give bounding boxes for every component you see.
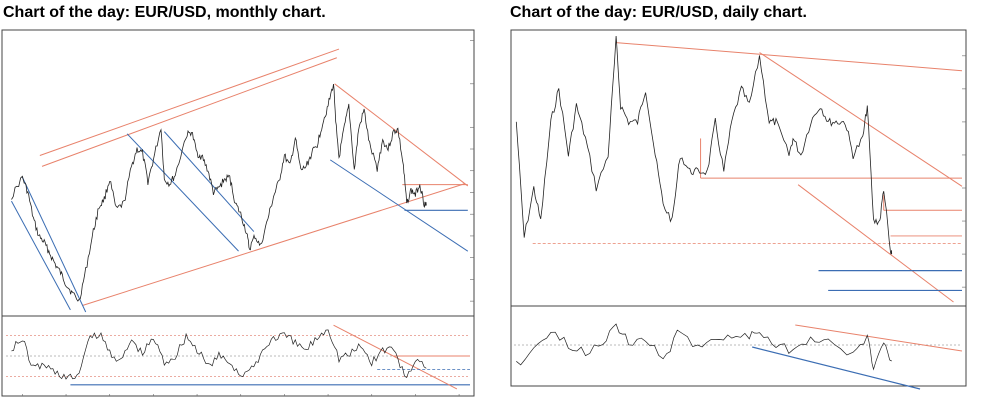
monthly-price-panel (1, 29, 475, 317)
blue-channel-1980-lower (11, 200, 71, 311)
daily-price-panel (510, 29, 967, 307)
monthly-price-line (11, 84, 427, 302)
chart-title-daily: Chart of the day: EUR/USD, daily chart. (510, 4, 807, 21)
blue-channel-1980-upper (21, 177, 87, 313)
rsi-support-line (752, 346, 921, 390)
rsi-downtrend-line (333, 324, 458, 390)
channel-top-line-2 (41, 57, 337, 167)
resistance-downtrend-line (759, 52, 963, 187)
blue-channel-1992-lower (126, 133, 239, 252)
chart-title-monthly: Chart of the day: EUR/USD, monthly chart… (3, 4, 326, 21)
resistance-downtrend-line (334, 83, 469, 187)
daily-price-line (515, 35, 893, 255)
rsi-downtrend-line (795, 324, 963, 352)
blue-channel-2008-lower (329, 159, 469, 252)
daily-rsi-line (516, 323, 892, 371)
monthly-rsi-line (11, 329, 427, 380)
channel-top-line-1 (39, 48, 340, 156)
daily-rsi-panel (510, 305, 967, 387)
long-resistance-line (616, 42, 963, 72)
channel-lower-line (797, 184, 954, 303)
channel-bottom-line (82, 183, 465, 306)
blue-channel-1992-upper (163, 131, 255, 232)
